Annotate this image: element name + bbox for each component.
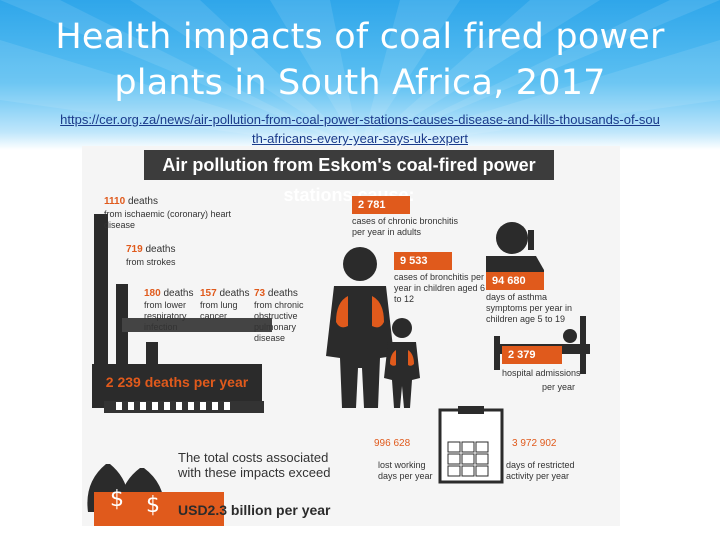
death-heart-desc: from ischaemic (coronary) heart disease <box>104 209 232 230</box>
cost-text: The total costs associated with these im… <box>178 450 331 480</box>
child-bronchitis-value: 9 533 <box>400 255 428 267</box>
death-lri-value: 180 deaths <box>144 288 194 299</box>
phone-person-icon <box>486 222 544 278</box>
source-link[interactable]: https://cer.org.za/news/air-pollution-fr… <box>60 112 660 146</box>
adult-bronchitis-value: 2 781 <box>358 199 386 211</box>
adult-bronchitis-box <box>352 196 410 214</box>
man-icon <box>326 247 394 408</box>
child-bronchitis-desc: cases of bronchitis per year in children… <box>394 272 486 304</box>
working-days-desc: lost working days per year <box>378 460 433 481</box>
money-bag-icon <box>87 464 224 526</box>
death-stroke-desc: from strokes <box>126 257 176 267</box>
asthma-value: 94 680 <box>492 275 526 287</box>
death-stroke-value: 719 deaths <box>126 244 176 255</box>
clipboard-icon <box>438 406 504 484</box>
total-deaths: 2 239 deaths per year <box>105 374 249 390</box>
child-icon <box>384 318 420 408</box>
factory-windows <box>116 402 230 410</box>
adult-bronchitis-desc: cases of chronic bronchitis per year in … <box>352 216 459 237</box>
dollar-glyph: $ <box>110 487 124 512</box>
slide-title: Health impacts of coal fired power plant… <box>55 17 665 103</box>
dollar-glyph: $ <box>146 493 160 518</box>
death-copd-value: 73 deaths <box>254 288 298 299</box>
death-heart-value: 1110 deaths <box>104 196 158 207</box>
title-banner <box>0 0 720 150</box>
death-lung-value: 157 deaths <box>200 288 250 299</box>
child-bronchitis-box <box>394 252 452 270</box>
hospital-value: 2 379 <box>508 349 536 361</box>
restricted-days-value: 3 972 902 <box>512 438 557 449</box>
infographic: Air pollution from Eskom's coal-fired po… <box>82 146 620 526</box>
lungs-icon <box>336 296 384 328</box>
restricted-days-desc: days of restricted activity per year <box>506 460 575 481</box>
hospital-suffix: per year <box>542 382 576 392</box>
asthma-desc: days of asthma symptoms per year in chil… <box>486 292 573 324</box>
asthma-box <box>486 272 544 290</box>
death-copd-desc: from chronic obstructive pulmonary disea… <box>254 300 304 343</box>
hospital-desc: hospital admissions <box>502 368 581 378</box>
hospital-box <box>502 346 562 364</box>
cost-value: USD2.3 billion per year <box>178 502 331 518</box>
death-lung-desc: from lung cancer <box>200 300 238 321</box>
starburst-background <box>0 0 720 150</box>
death-lri-desc: from lower respiratory infection <box>144 300 187 332</box>
working-days-value: 996 628 <box>374 438 411 449</box>
